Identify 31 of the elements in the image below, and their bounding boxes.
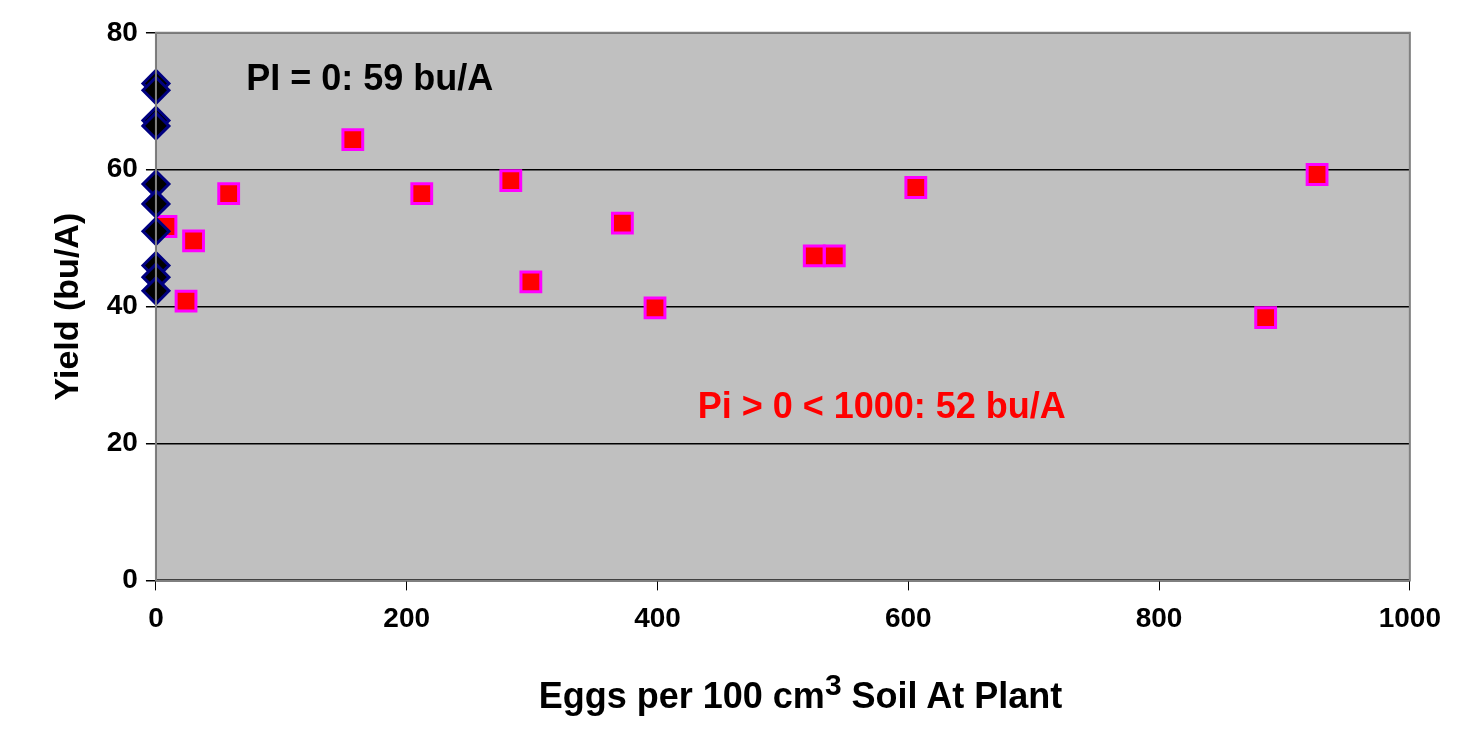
point	[499, 169, 523, 193]
x-tick-label: 1000	[1378, 601, 1441, 633]
annotation: PI = 0: 59 bu/A	[246, 56, 494, 98]
point	[341, 128, 365, 151]
y-axis-title: Yield (bu/A)	[46, 212, 85, 401]
point	[1305, 163, 1329, 186]
x-axis-title: Eggs per 100 cm$^{3}$ Soil At Plant	[537, 668, 1064, 717]
y-tick-label: 40	[106, 289, 138, 321]
y-tick-label: 80	[106, 15, 138, 47]
point	[141, 111, 171, 141]
x-tick-label: 200	[383, 601, 431, 633]
annotation: Pi > 0 < 1000: 52 bu/A	[697, 384, 1066, 426]
x-tick-label: 600	[884, 601, 932, 633]
point	[217, 182, 241, 206]
point	[519, 270, 543, 294]
x-tick-label: 0	[148, 601, 164, 633]
y-tick-label: 20	[106, 426, 138, 458]
x-tick-label: 400	[634, 601, 681, 633]
point	[904, 176, 928, 199]
point	[643, 296, 667, 320]
point	[174, 289, 198, 313]
y-tick-label: 60	[106, 152, 138, 184]
point	[141, 276, 171, 306]
y-tick-label: 0	[122, 563, 138, 595]
point	[822, 244, 846, 268]
point	[141, 189, 171, 219]
point	[182, 229, 205, 253]
point	[1254, 306, 1278, 329]
point	[611, 211, 634, 235]
x-tick-label: 800	[1135, 601, 1183, 633]
point	[410, 182, 434, 206]
